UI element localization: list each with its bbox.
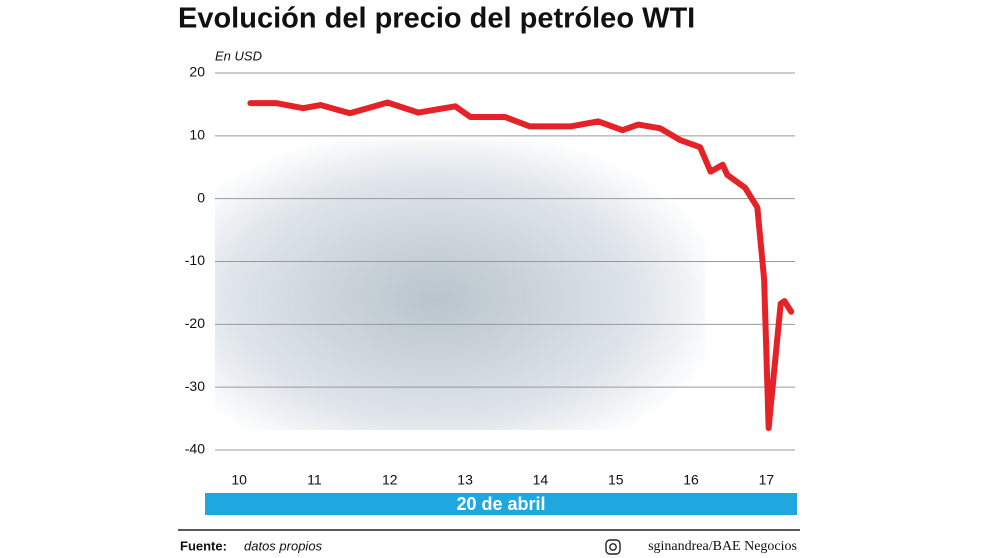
x-tick-label: 16 — [683, 472, 699, 488]
y-tick-label: 20 — [189, 64, 205, 80]
y-tick-label: -30 — [185, 378, 205, 394]
y-tick-label: -10 — [185, 252, 205, 268]
y-tick-label: 0 — [197, 189, 205, 205]
chart-title: Evolución del precio del petróleo WTI — [178, 3, 695, 35]
background-image — [215, 140, 705, 430]
y-tick-label: -20 — [185, 315, 205, 331]
price-line — [247, 99, 795, 432]
x-tick-label: 12 — [382, 472, 398, 488]
y-tick-label: 10 — [189, 127, 205, 143]
instagram-icon — [605, 539, 621, 555]
y-axis-label: En USD — [215, 48, 262, 63]
credit: sginandrea/BAE Negocios — [648, 539, 797, 554]
x-tick-label: 11 — [307, 472, 322, 488]
x-tick-label: 15 — [608, 472, 624, 488]
x-tick-label: 17 — [759, 472, 775, 488]
x-tick-label: 10 — [231, 472, 247, 488]
x-tick-label: 13 — [457, 472, 473, 488]
source-label: Fuente: — [180, 538, 227, 553]
y-tick-label: -40 — [185, 441, 205, 457]
x-axis-band — [205, 493, 797, 515]
source: datos propios — [244, 538, 323, 553]
x-axis-label: 20 de abril — [456, 494, 545, 514]
x-tick-label: 14 — [533, 472, 549, 488]
